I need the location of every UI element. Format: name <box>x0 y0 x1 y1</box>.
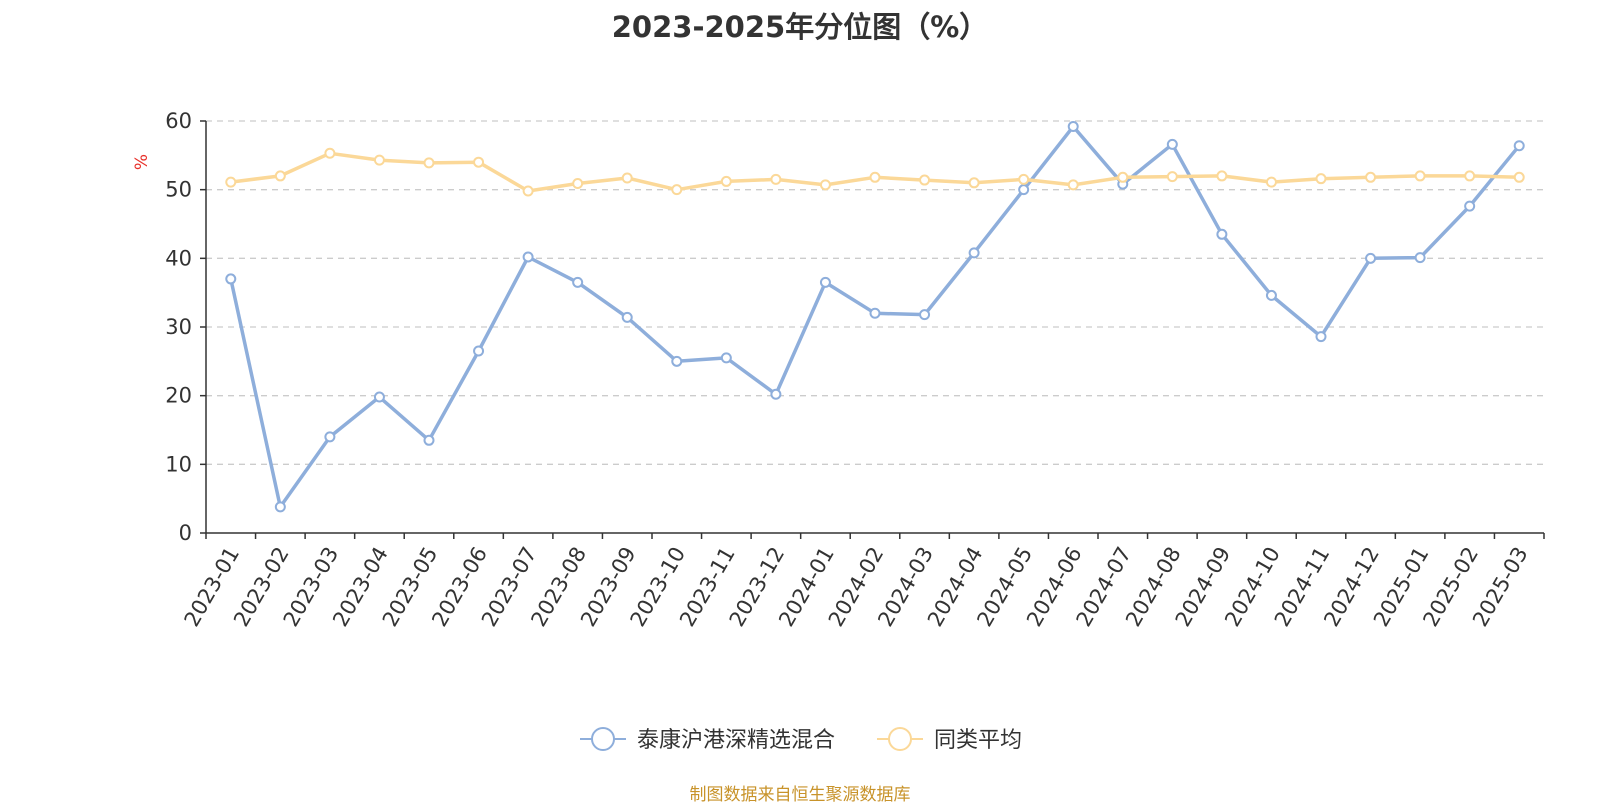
legend-marker <box>591 727 615 751</box>
data-point <box>572 276 584 288</box>
data-point <box>1315 331 1327 343</box>
data-point <box>1216 170 1228 182</box>
data-point <box>274 501 286 513</box>
data-point <box>671 184 683 196</box>
data-point <box>1216 228 1228 240</box>
data-point <box>1414 170 1426 182</box>
y-axis-label: % <box>132 154 152 170</box>
y-tick-label: 20 <box>165 384 192 408</box>
data-point <box>1117 171 1129 183</box>
chart-title: 2023-2025年分位图（%） <box>611 10 989 44</box>
data-point <box>1067 179 1079 191</box>
data-point <box>423 157 435 169</box>
data-point <box>621 172 633 184</box>
data-point <box>919 174 931 186</box>
data-point <box>1315 173 1327 185</box>
data-point <box>324 431 336 443</box>
data-point <box>522 185 534 197</box>
y-tick-label: 30 <box>165 315 192 339</box>
legend-item[interactable]: 同类平均 <box>877 727 1022 753</box>
data-point <box>423 434 435 446</box>
data-point <box>919 309 931 321</box>
data-point <box>225 273 237 285</box>
data-point <box>1018 173 1030 185</box>
data-point <box>473 156 485 168</box>
data-point <box>1067 120 1079 132</box>
data-point <box>572 177 584 189</box>
legend: 泰康沪港深精选混合 同类平均 <box>580 727 1022 753</box>
data-point <box>720 175 732 187</box>
grid-lines <box>206 120 1544 465</box>
data-point <box>621 311 633 323</box>
data-point <box>869 307 881 319</box>
data-point <box>1365 171 1377 183</box>
y-tick-label: 0 <box>179 521 192 545</box>
data-point <box>373 154 385 166</box>
data-point <box>522 251 534 263</box>
data-point <box>770 388 782 400</box>
data-point <box>324 147 336 159</box>
series-group <box>225 120 1525 513</box>
series-2 <box>225 147 1525 197</box>
y-tick-label: 60 <box>165 109 192 133</box>
legend-marker <box>888 727 912 751</box>
data-point <box>671 355 683 367</box>
data-point <box>473 345 485 357</box>
data-point <box>968 177 980 189</box>
y-axis-ticks: 0 10 20 30 40 50 60 <box>165 109 206 545</box>
data-point <box>1166 138 1178 150</box>
legend-item[interactable]: 泰康沪港深精选混合 <box>580 727 835 753</box>
data-point <box>1513 171 1525 183</box>
data-point <box>720 352 732 364</box>
data-point <box>1365 252 1377 264</box>
data-point <box>1464 170 1476 182</box>
data-point <box>225 176 237 188</box>
series-1 <box>225 120 1525 513</box>
data-point <box>770 173 782 185</box>
data-point <box>1265 176 1277 188</box>
data-point <box>373 391 385 403</box>
y-tick-label: 10 <box>165 452 192 476</box>
legend-label: 泰康沪港深精选混合 <box>637 728 835 753</box>
data-point <box>1166 171 1178 183</box>
data-point <box>819 276 831 288</box>
data-point <box>968 247 980 259</box>
data-point <box>1513 140 1525 152</box>
legend-label: 同类平均 <box>934 728 1022 753</box>
data-point <box>1464 200 1476 212</box>
data-point <box>1265 289 1277 301</box>
y-tick-label: 40 <box>165 246 192 270</box>
data-point <box>869 171 881 183</box>
data-point <box>1414 252 1426 264</box>
data-point <box>274 170 286 182</box>
y-tick-label: 50 <box>165 178 192 202</box>
source-note: 制图数据来自恒生聚源数据库 <box>689 785 911 805</box>
x-axis-ticks: 2023-012023-022023-032023-042023-052023-… <box>180 533 1545 631</box>
data-point <box>1018 184 1030 196</box>
data-point <box>819 179 831 191</box>
